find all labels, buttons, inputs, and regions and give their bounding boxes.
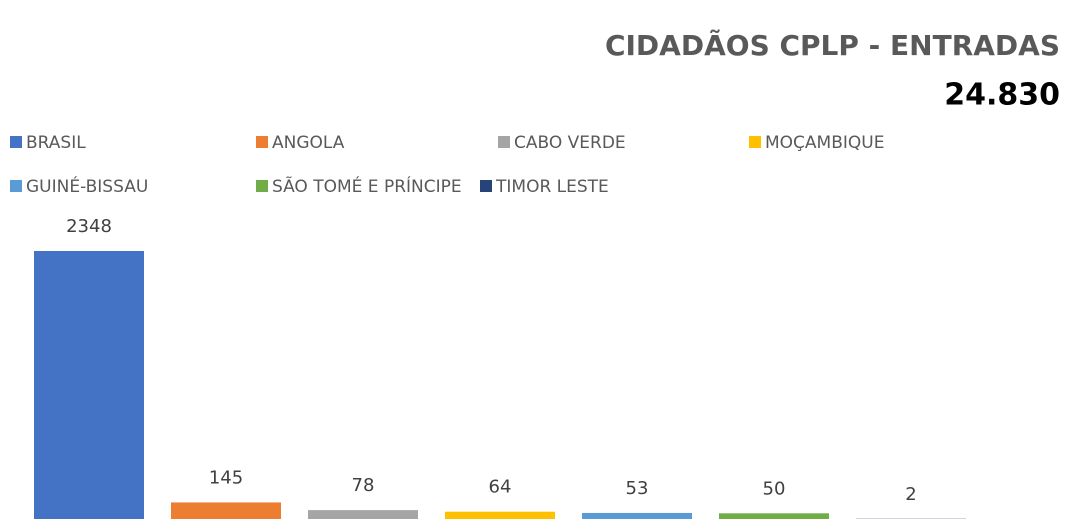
bar — [171, 502, 281, 519]
legend-swatch — [10, 180, 22, 192]
value-label: 2348 — [66, 216, 112, 237]
value-label: 50 — [763, 478, 786, 499]
legend-swatch — [10, 136, 22, 148]
legend-label: MOÇAMBIQUE — [765, 133, 884, 153]
bar — [719, 513, 829, 519]
bar — [34, 251, 144, 519]
legend-label: ANGOLA — [272, 133, 345, 153]
bar — [445, 511, 555, 519]
value-label: 78 — [352, 475, 375, 496]
legend-label: GUINÉ-BISSAU — [26, 175, 148, 197]
legend-swatch — [256, 136, 268, 148]
legend-label: CABO VERDE — [514, 133, 626, 153]
legend-swatch — [498, 136, 510, 148]
legend-label: SÃO TOMÉ E PRÍNCIPE — [272, 175, 462, 197]
legend-swatch — [256, 180, 268, 192]
bar — [582, 512, 692, 519]
legend-label: BRASIL — [26, 133, 86, 153]
legend-swatch — [480, 180, 492, 192]
value-label: 145 — [209, 467, 243, 488]
chart-title: CIDADÃOS CPLP - ENTRADAS — [605, 28, 1060, 62]
value-label: 64 — [489, 477, 512, 498]
bar — [308, 510, 418, 519]
legend-label: TIMOR LESTE — [495, 177, 609, 197]
chart-subtitle: 24.830 — [944, 78, 1060, 113]
value-label: 2 — [905, 484, 916, 505]
legend-swatch — [749, 136, 761, 148]
value-label: 53 — [626, 478, 649, 499]
